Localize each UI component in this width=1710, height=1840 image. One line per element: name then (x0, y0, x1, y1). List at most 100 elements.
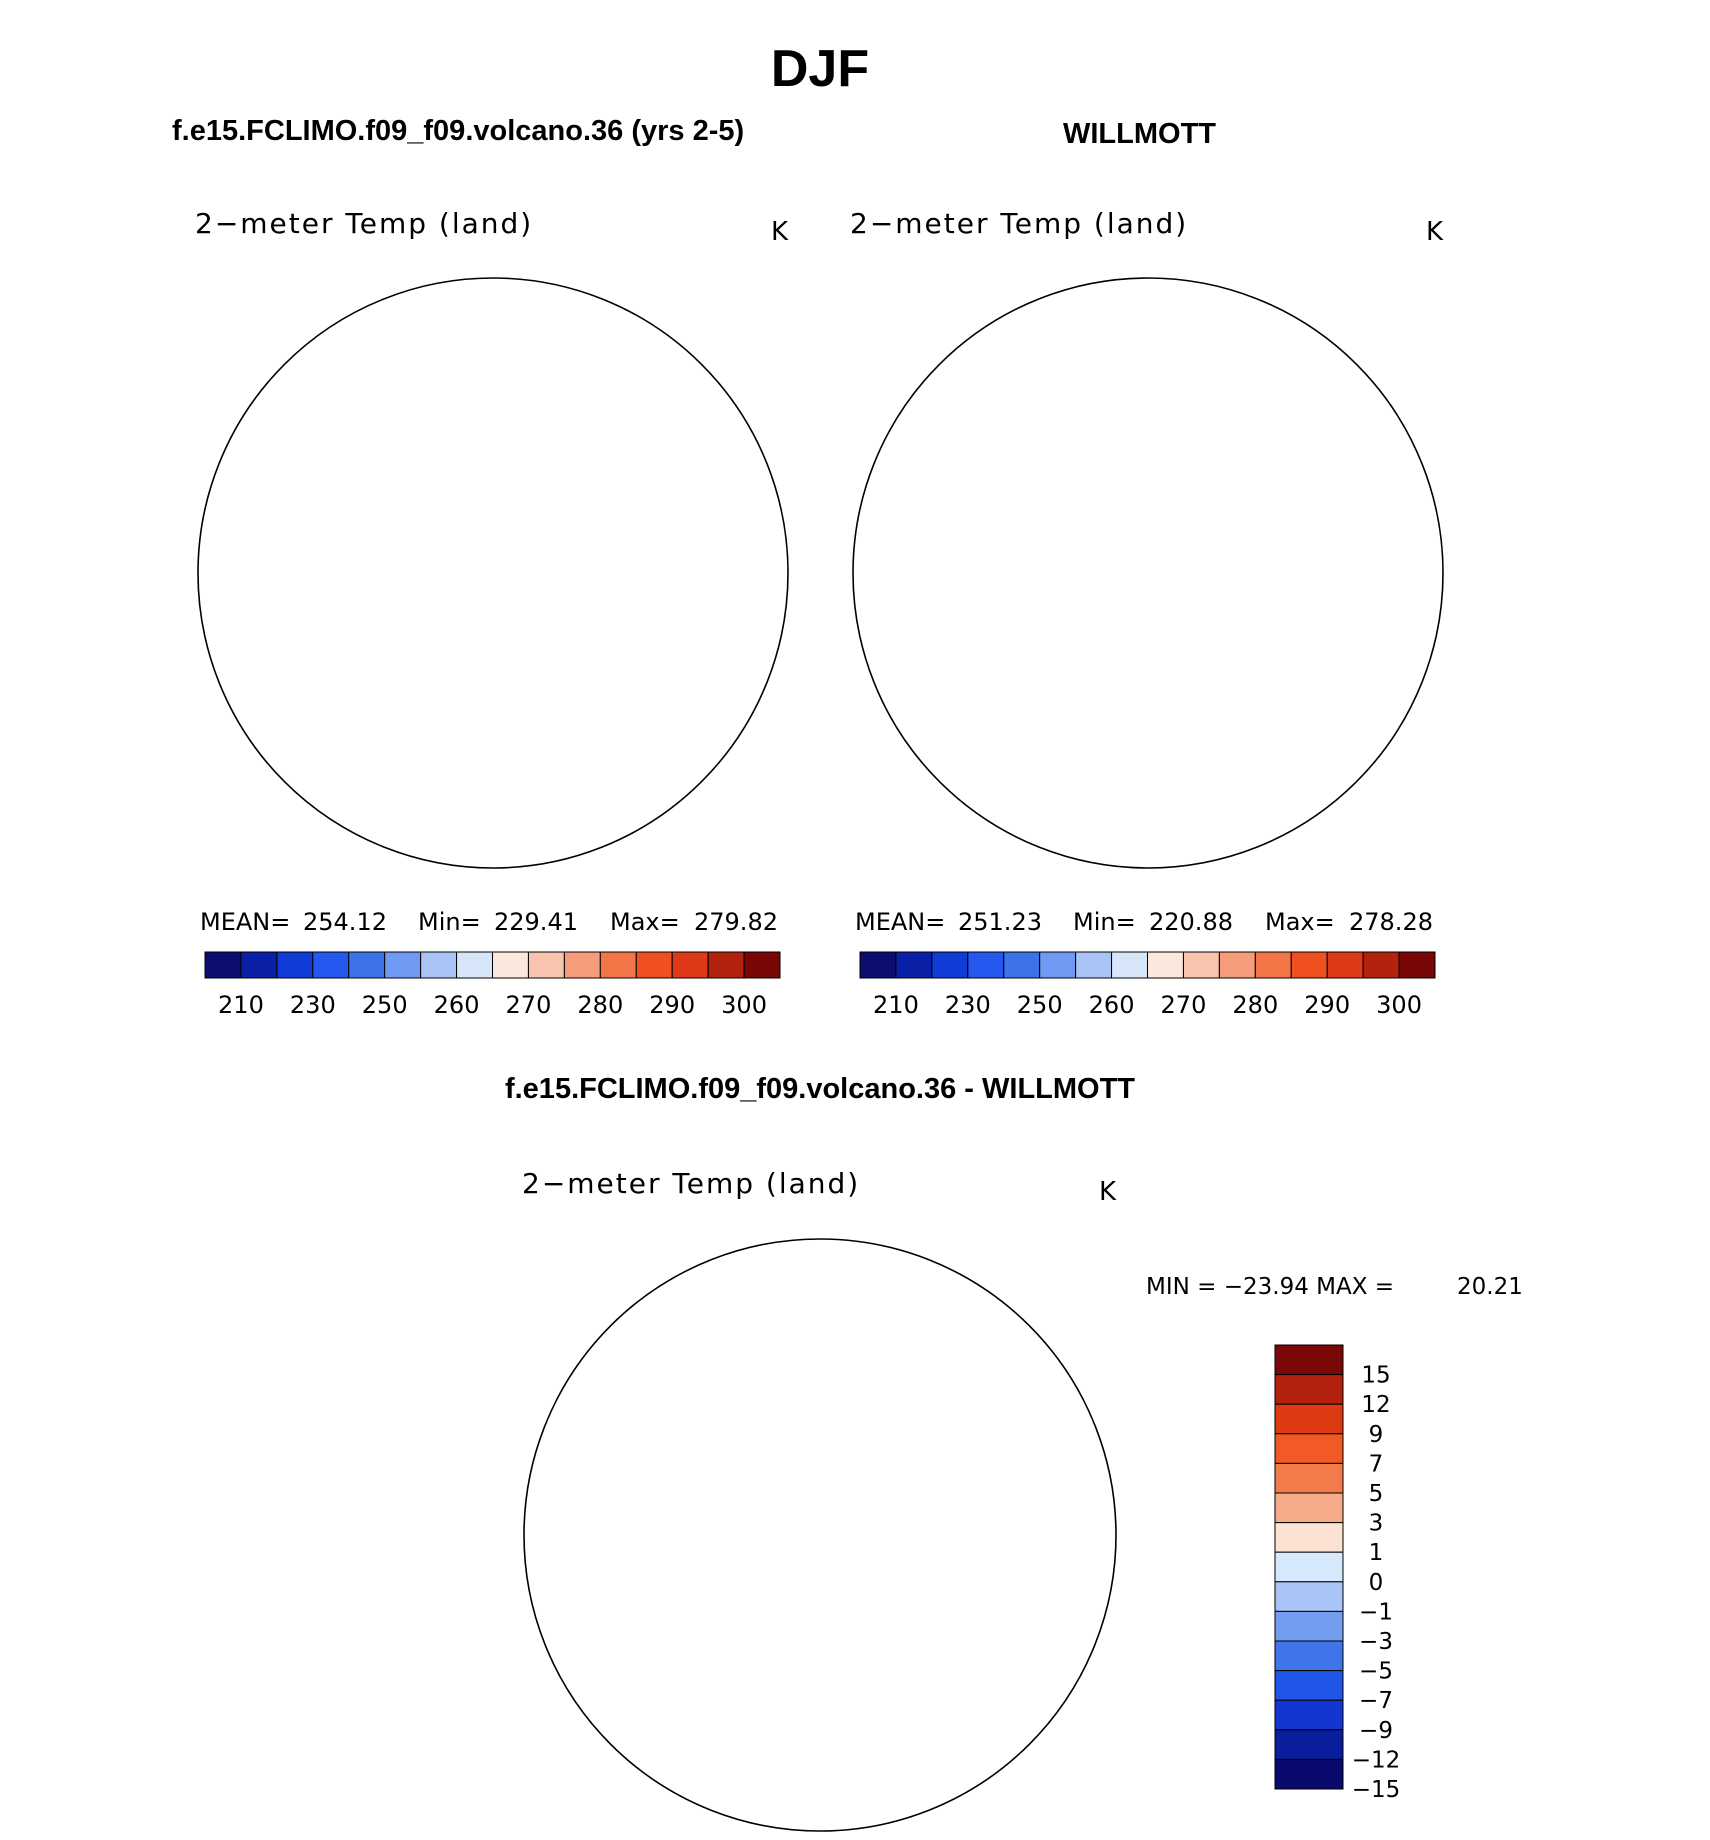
panel-diff-units: K (1099, 1177, 1117, 1207)
region-canadian-archipelago (973, 423, 1108, 533)
panel-obs-stats: MEAN= 251.23 Min= 220.88 Max= 278.28 (855, 908, 1433, 936)
colorbar-swatch (1274, 1551, 1344, 1583)
model-mean-value: 254.12 (303, 908, 387, 936)
region-scandinavia (870, 1575, 970, 1735)
colorbar-swatch (1111, 951, 1148, 979)
colorbar-tick-label: 290 (1304, 991, 1350, 1019)
colorbar-swatch (743, 951, 781, 979)
model-mean-label: MEAN= (200, 908, 290, 936)
colorbar-swatch (1147, 951, 1184, 979)
colorbar-swatch (1362, 951, 1400, 979)
colorbar-swatch (563, 951, 601, 979)
region-iceland (815, 1657, 850, 1681)
colorbar-swatch (1254, 951, 1292, 979)
colorbar-swatch (1075, 951, 1113, 979)
colorbar-tick-label: 3 (1369, 1511, 1384, 1537)
panel-obs-variable: 2−meter Temp (land) (850, 207, 1188, 240)
colorbar-swatch (671, 951, 709, 979)
colorbar-model: 210 230 250 260 270 280 290 300 (204, 951, 781, 1019)
colorbar-tick-label: 300 (721, 991, 767, 1019)
colorbar-swatch (312, 951, 350, 979)
colorbar-swatch (635, 951, 673, 979)
region-siberia (1068, 308, 1438, 663)
region-iceland (1143, 695, 1178, 719)
panel-obs-units: K (1426, 217, 1444, 247)
region-alaska (848, 318, 1028, 533)
region-canada-south- (848, 463, 978, 633)
colorbar-swatch (204, 951, 242, 979)
colorbar-swatch (1274, 1403, 1344, 1435)
panel-model-header: f.e15.FCLIMO.f09_f09.volcano.36 (yrs 2-5… (172, 115, 744, 147)
colorbar-swatch (1274, 1758, 1344, 1790)
obs-mean-value: 251.23 (958, 908, 1042, 936)
colorbar-tick-label: 230 (290, 991, 336, 1019)
region-western-europe (860, 1705, 1070, 1825)
colorbar-tick-label: 270 (1161, 991, 1207, 1019)
region-western-europe (1188, 743, 1398, 863)
colorbar-tick-label: 250 (1017, 991, 1063, 1019)
colorbar-swatch (1398, 951, 1436, 979)
colorbar-swatch (1274, 1462, 1344, 1494)
model-max-label: Max= (610, 908, 680, 936)
colorbar-swatch (348, 951, 386, 979)
colorbar-tick-label: 7 (1369, 1451, 1384, 1477)
colorbar-tick-label: 5 (1369, 1481, 1384, 1507)
region-western-europe (691, 851, 745, 865)
colorbar-swatch (1274, 1640, 1344, 1672)
map-diff-boundary (523, 1238, 1117, 1832)
colorbar-swatch (1003, 951, 1041, 979)
obs-min-label: Min= (1073, 908, 1136, 936)
colorbar-tick-label: 250 (362, 991, 408, 1019)
colorbar-tick-label: 280 (1232, 991, 1278, 1019)
region-central-asia (1258, 633, 1438, 773)
colorbar-swatch (707, 951, 745, 979)
colorbar-tick-label: 9 (1369, 1422, 1384, 1448)
region-canada-south- (193, 463, 323, 633)
model-min-value: 229.41 (494, 908, 578, 936)
map-obs (848, 277, 1444, 869)
colorbar-tick-label: 12 (1361, 1392, 1390, 1418)
colorbar-tick-label: −7 (1359, 1688, 1393, 1714)
panel-diff-header: f.e15.FCLIMO.f09_f09.volcano.36 - WILLMO… (505, 1073, 1135, 1105)
region-iceland (488, 695, 523, 719)
colorbar-tick-label: −9 (1359, 1718, 1393, 1744)
colorbar-tick-label: −5 (1359, 1659, 1393, 1685)
panel-model-variable: 2−meter Temp (land) (195, 207, 533, 240)
colorbar-swatch (1274, 1433, 1344, 1464)
colorbar-swatch (895, 951, 933, 979)
colorbar-swatch (1274, 1581, 1344, 1612)
colorbar-swatch (492, 951, 529, 979)
colorbar-tick-label: 260 (1089, 991, 1135, 1019)
region-central-asia (930, 1595, 1110, 1735)
region-scandinavia (1198, 613, 1298, 773)
colorbar-swatch (276, 951, 314, 979)
colorbar-swatch (599, 951, 637, 979)
diff-max-value: 20.21 (1457, 1274, 1523, 1300)
colorbar-swatch (931, 951, 969, 979)
colorbar-swatch (384, 951, 422, 979)
map-obs-boundary (852, 277, 1444, 869)
colorbar-tick-label: 1 (1369, 1540, 1384, 1566)
diff-minmax-label: MIN = −23.94 MAX = (1146, 1274, 1394, 1300)
colorbar-tick-label: −12 (1352, 1747, 1401, 1773)
colorbar-swatch (1274, 1492, 1344, 1524)
colorbar-swatch (1326, 951, 1364, 979)
map-model (193, 277, 789, 869)
colorbar-swatch (1274, 1670, 1344, 1701)
colorbar-obs: 210 230 250 260 270 280 290 300 (859, 951, 1436, 1019)
colorbar-tick-label: 300 (1376, 991, 1422, 1019)
colorbar-swatch (1274, 1699, 1344, 1731)
region-alaska (520, 1280, 700, 1495)
region-canadian-archipelago (645, 1385, 780, 1495)
panel-diff-variable: 2−meter Temp (land) (522, 1167, 860, 1200)
region-central-asia (603, 633, 783, 773)
region-siberia (413, 308, 783, 663)
colorbar-diff: 15 12 9 7 5 3 1 0 −1 −3 −5 −7 −9 −12 −15 (1274, 1344, 1401, 1803)
colorbar-swatch (1290, 951, 1328, 979)
region-canada-south- (520, 1425, 650, 1595)
colorbar-swatch (1274, 1522, 1344, 1553)
region-scandinavia (543, 613, 643, 773)
colorbar-tick-label: −3 (1359, 1629, 1393, 1655)
colorbar-swatch (859, 951, 897, 979)
colorbar-tick-label: 280 (577, 991, 623, 1019)
